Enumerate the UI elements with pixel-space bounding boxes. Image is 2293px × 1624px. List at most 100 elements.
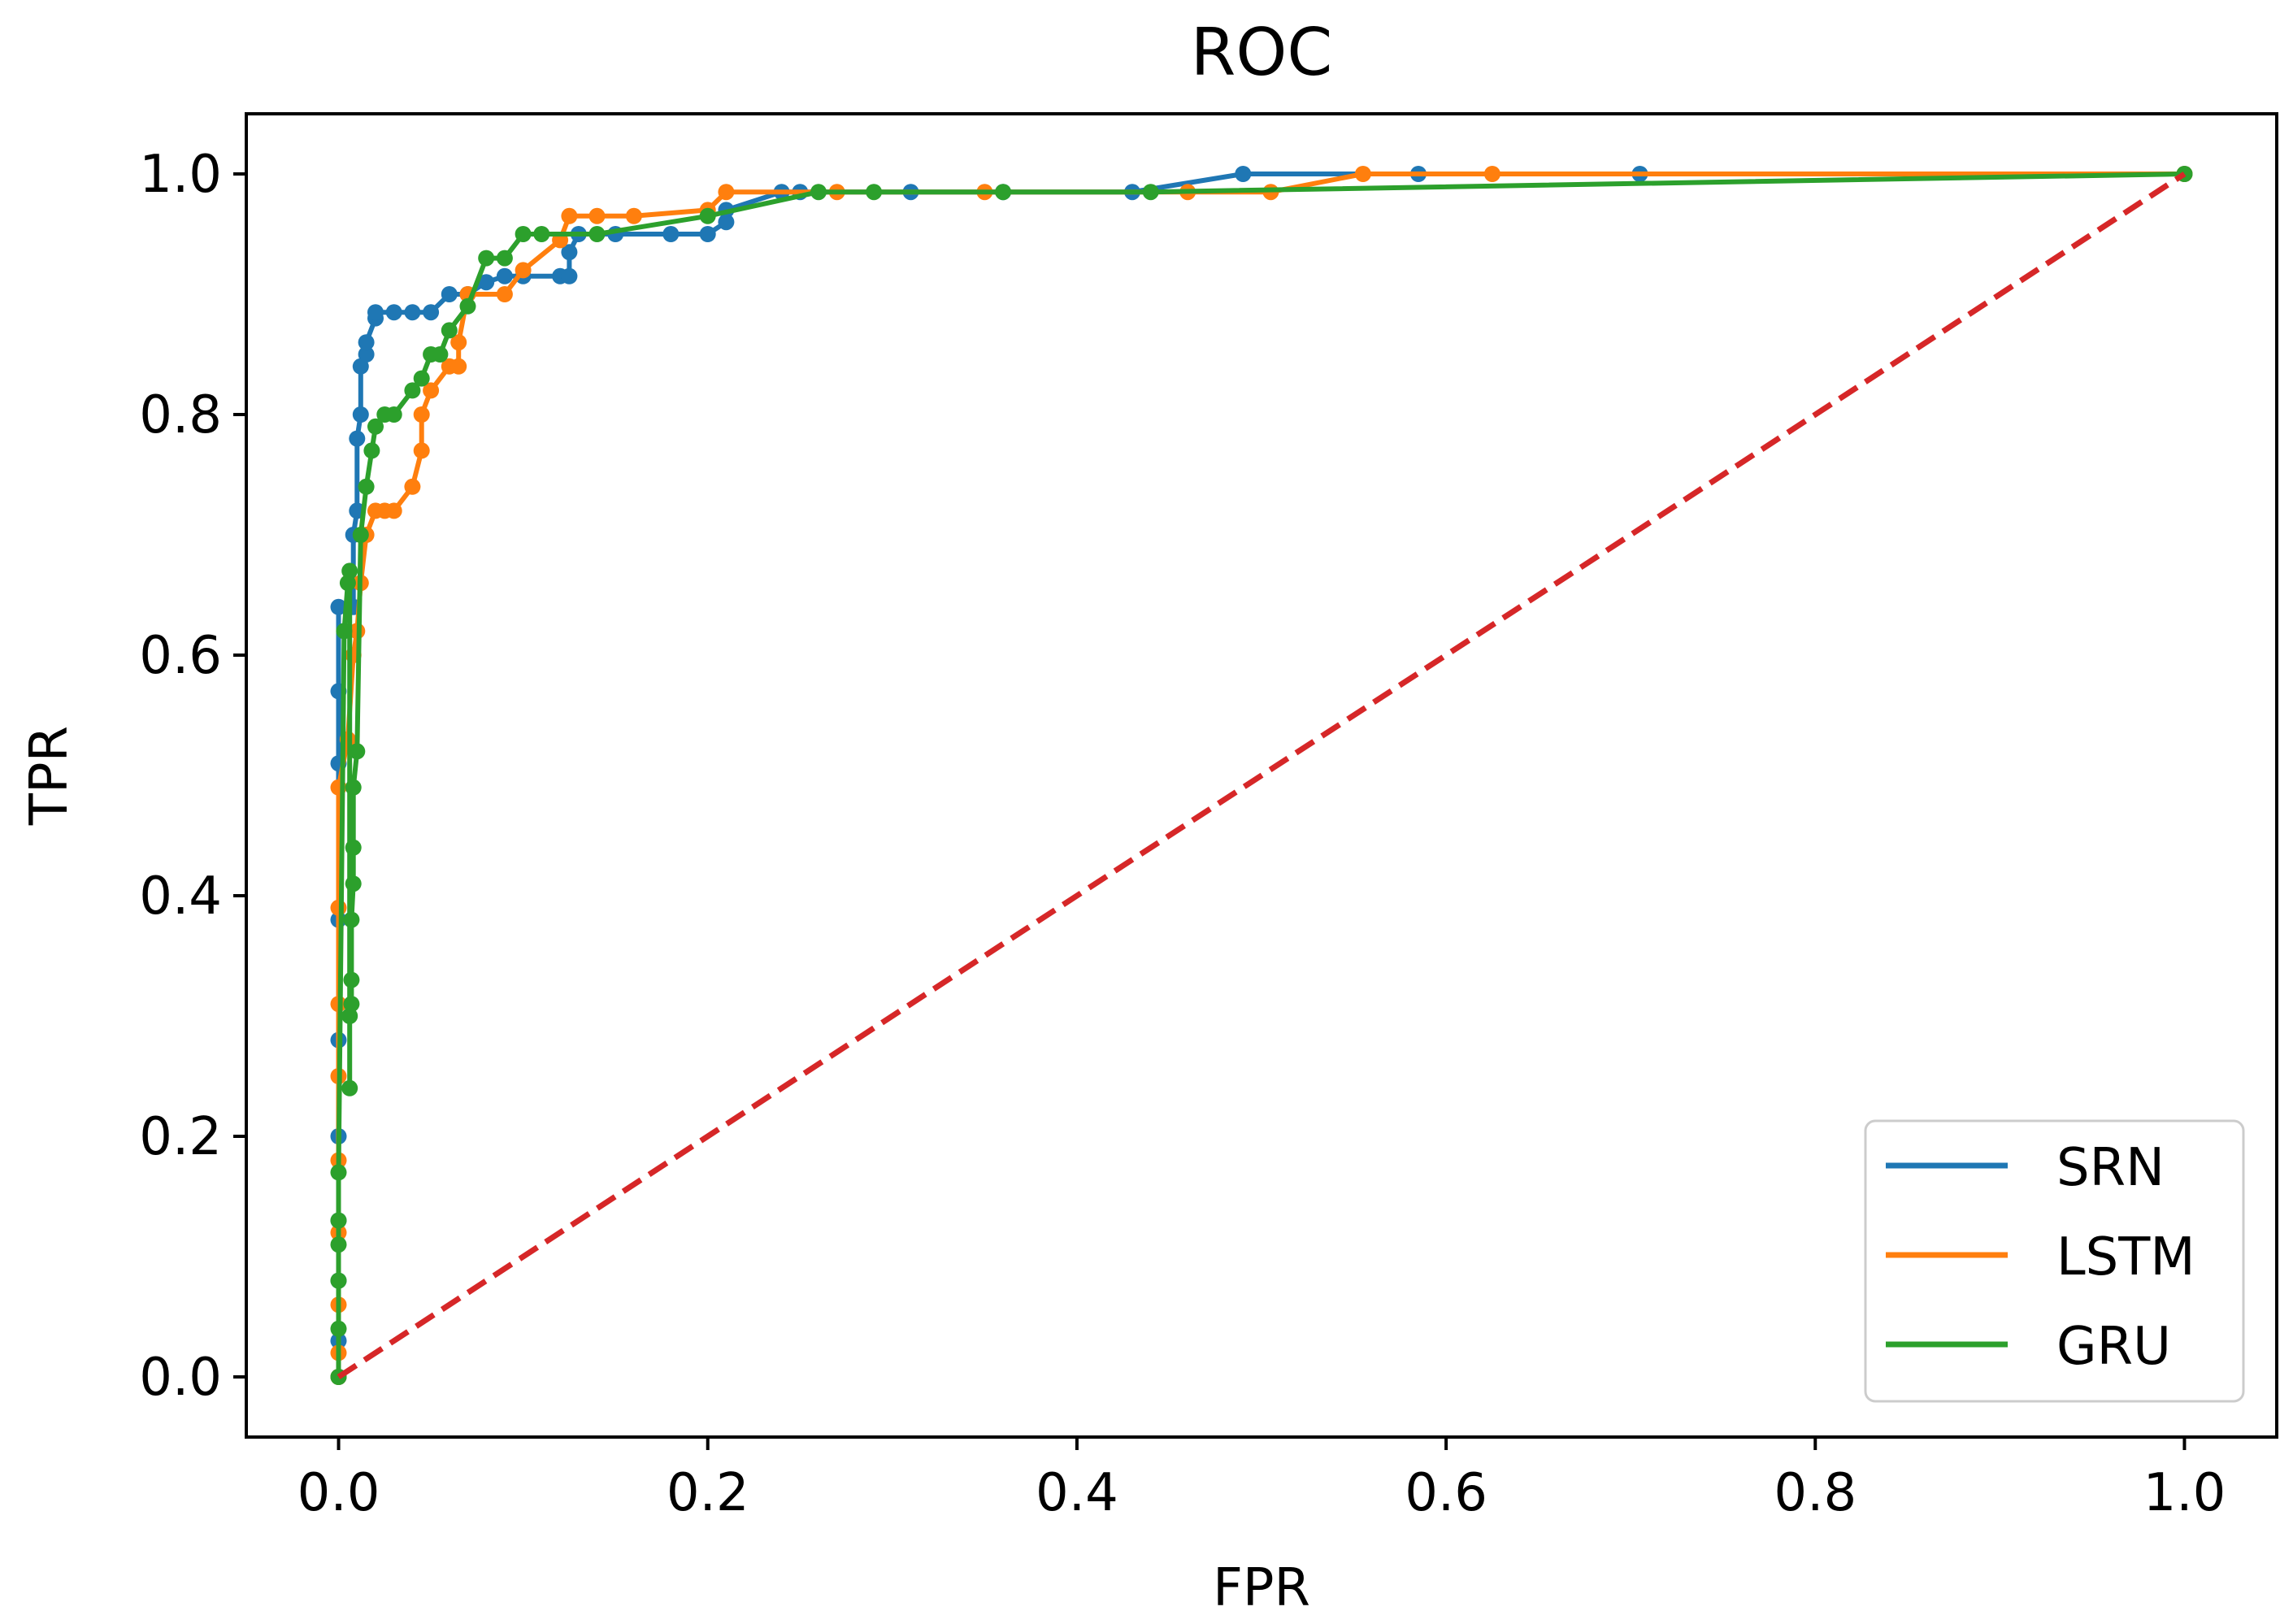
y-tick-label: 1.0	[139, 145, 222, 205]
data-point-gru	[866, 184, 883, 201]
data-point-gru	[515, 226, 532, 242]
data-point-lstm	[413, 442, 430, 459]
data-point-gru	[358, 478, 375, 495]
data-point-srn	[352, 406, 369, 423]
data-point-gru	[330, 1320, 347, 1337]
data-point-gru	[352, 527, 369, 543]
data-point-gru	[810, 184, 827, 201]
series-baseline	[337, 172, 2187, 1379]
data-point-gru	[349, 743, 366, 760]
y-tick-label: 0.6	[139, 626, 222, 686]
data-point-lstm	[588, 207, 606, 224]
data-point-gru	[478, 250, 495, 267]
data-point-gru	[1142, 184, 1159, 201]
data-point-lstm	[718, 184, 735, 201]
data-point-gru	[441, 322, 458, 339]
legend: SRN LSTM GRU	[1864, 1119, 2245, 1403]
plot-frame	[245, 112, 2278, 1439]
x-axis-ticks: 0.0 0.2 0.4 0.6 0.8 1.0	[297, 1437, 2226, 1523]
data-point-lstm	[450, 358, 467, 375]
data-point-gru	[533, 226, 550, 242]
x-tick-label: 0.0	[297, 1463, 380, 1523]
data-point-gru	[330, 1212, 347, 1229]
legend-items: SRN LSTM GRU	[1886, 1138, 2195, 1377]
data-point-srn	[358, 346, 375, 363]
x-tick-label: 0.4	[1036, 1463, 1118, 1523]
data-point-srn	[662, 226, 680, 242]
plot-series	[330, 166, 2193, 1385]
data-point-gru	[385, 406, 402, 423]
data-point-gru	[699, 207, 716, 224]
y-tick-label: 0.4	[139, 866, 222, 927]
data-point-gru	[341, 562, 358, 580]
y-axis-ticks: 0.0 0.2 0.4 0.6 0.8 1.0	[139, 145, 246, 1408]
data-point-gru	[336, 623, 353, 640]
data-point-lstm	[330, 899, 347, 916]
x-tick-label: 0.6	[1405, 1463, 1487, 1523]
data-point-gru	[432, 346, 449, 363]
data-point-gru	[995, 184, 1012, 201]
data-point-gru	[459, 297, 476, 315]
data-point-srn	[478, 274, 495, 291]
data-point-gru	[330, 1272, 347, 1289]
x-tick-label: 0.8	[1774, 1463, 1857, 1523]
data-point-gru	[404, 382, 421, 399]
data-point-srn	[330, 598, 347, 615]
data-point-gru	[343, 911, 360, 928]
data-point-lstm	[1483, 166, 1500, 182]
data-point-gru	[343, 971, 360, 988]
data-point-gru	[330, 1164, 347, 1181]
chart-title: ROC	[1191, 15, 1332, 90]
data-point-gru	[345, 779, 362, 796]
data-point-lstm	[496, 286, 513, 302]
data-point-gru	[345, 839, 362, 856]
data-point-gru	[367, 418, 384, 435]
data-point-gru	[588, 226, 606, 242]
data-point-gru	[330, 1236, 347, 1253]
y-tick-label: 0.2	[139, 1107, 222, 1167]
y-tick-label: 0.0	[139, 1348, 222, 1408]
y-tick-label: 0.8	[139, 385, 222, 445]
data-point-srn	[358, 334, 375, 351]
data-point-lstm	[561, 207, 578, 224]
data-point-srn	[423, 304, 440, 321]
legend-label-lstm: LSTM	[2056, 1227, 2195, 1287]
data-point-srn	[496, 267, 513, 284]
data-point-lstm	[450, 334, 467, 351]
data-point-gru	[496, 250, 513, 267]
data-point-lstm	[1354, 166, 1371, 182]
data-point-lstm	[515, 262, 532, 279]
legend-label-srn: SRN	[2056, 1138, 2165, 1198]
series-gru	[330, 166, 2193, 1385]
data-point-gru	[339, 575, 356, 592]
data-point-srn	[404, 304, 421, 321]
data-point-lstm	[423, 382, 440, 399]
data-point-srn	[385, 304, 402, 321]
data-point-gru	[363, 442, 380, 459]
data-point-lstm	[385, 502, 402, 519]
data-point-srn	[1235, 166, 1252, 182]
legend-label-gru: GRU	[2056, 1317, 2171, 1377]
data-point-gru	[413, 370, 430, 387]
data-point-gru	[341, 1079, 358, 1096]
x-axis-label: FPR	[1213, 1558, 1310, 1618]
data-point-srn	[441, 286, 458, 302]
data-point-srn	[699, 226, 716, 242]
y-axis-label: TPR	[20, 726, 80, 826]
data-point-lstm	[404, 478, 421, 495]
data-point-srn	[349, 430, 366, 447]
data-point-srn	[561, 244, 578, 261]
data-point-srn	[367, 304, 384, 321]
data-point-gru	[343, 996, 360, 1013]
x-tick-label: 0.2	[667, 1463, 749, 1523]
legend-box	[1864, 1119, 2245, 1403]
data-point-lstm	[625, 207, 642, 224]
data-point-gru	[341, 1008, 358, 1024]
series-line-baseline	[337, 172, 2187, 1379]
data-point-gru	[345, 875, 362, 892]
data-point-lstm	[413, 406, 430, 423]
data-point-srn	[561, 267, 578, 284]
data-point-srn	[718, 214, 735, 231]
